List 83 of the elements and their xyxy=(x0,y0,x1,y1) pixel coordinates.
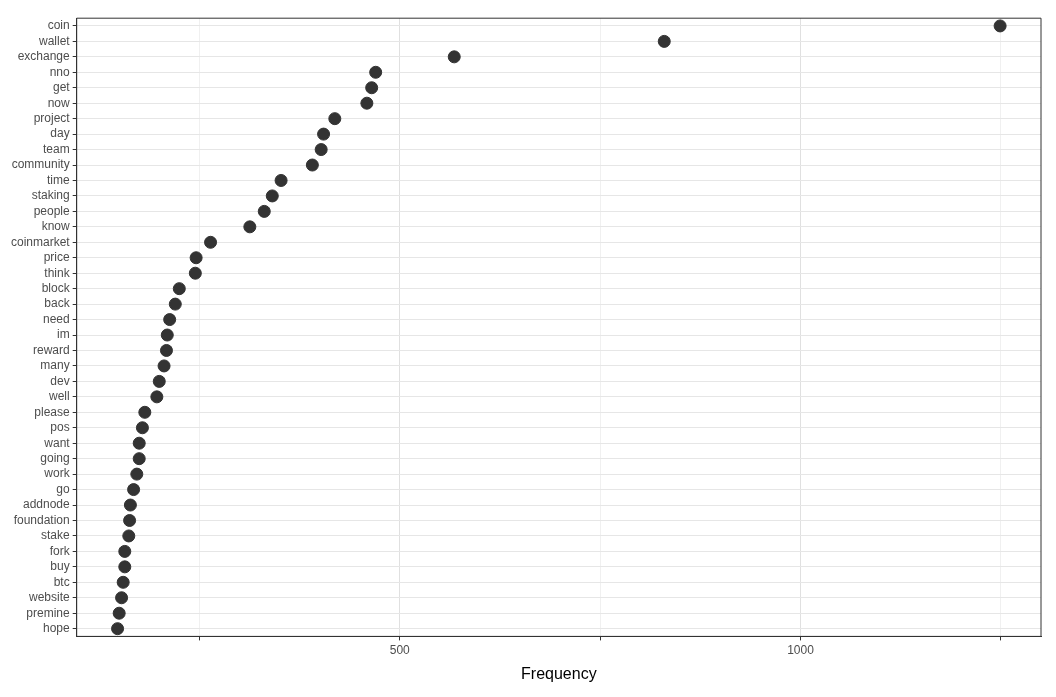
point xyxy=(189,251,203,265)
point xyxy=(168,297,182,311)
y-tick-label: price xyxy=(43,250,71,265)
y-tick-label: going xyxy=(40,450,70,465)
y-tick-label: block xyxy=(41,280,71,295)
point xyxy=(123,498,137,512)
y-tick-label: please xyxy=(34,404,70,419)
y-tick-label: get xyxy=(53,80,71,95)
y-tick-label: btc xyxy=(53,574,70,589)
point xyxy=(188,266,202,280)
y-tick-label: back xyxy=(44,296,71,311)
point xyxy=(152,374,166,388)
point xyxy=(204,235,218,249)
y-tick-label: well xyxy=(48,389,70,404)
point xyxy=(360,96,374,110)
y-tick-label: go xyxy=(56,481,70,496)
y-tick-label: website xyxy=(28,590,71,605)
y-tick-label: need xyxy=(42,311,70,326)
point xyxy=(127,483,141,497)
y-tick-label: community xyxy=(11,157,70,172)
point xyxy=(163,313,177,327)
y-tick-label: coinmarket xyxy=(11,234,71,249)
point xyxy=(135,421,149,435)
y-tick-label: pos xyxy=(50,420,70,435)
point xyxy=(314,143,328,157)
point xyxy=(111,622,125,636)
y-tick-label: premine xyxy=(26,605,71,620)
y-tick-label: people xyxy=(33,203,70,218)
y-tick-label: want xyxy=(43,435,71,450)
y-tick-label: fork xyxy=(49,543,71,558)
y-tick-label: buy xyxy=(50,559,70,574)
point xyxy=(130,467,144,481)
y-tick-label: time xyxy=(47,172,71,187)
y-tick-label: wallet xyxy=(38,33,71,48)
y-tick-label: reward xyxy=(33,342,70,357)
point xyxy=(657,34,671,48)
y-tick-label: stake xyxy=(41,528,71,543)
x-tick-label: 1000 xyxy=(787,642,815,657)
point xyxy=(172,282,186,296)
y-tick-label: dev xyxy=(50,373,70,388)
y-tick-label: project xyxy=(33,110,71,125)
point xyxy=(365,81,379,95)
point xyxy=(138,405,152,419)
point xyxy=(112,606,126,620)
y-tick-label: team xyxy=(43,141,70,156)
y-tick-label: exchange xyxy=(17,49,71,64)
point xyxy=(118,544,132,558)
point xyxy=(243,220,257,234)
y-tick-label: addnode xyxy=(22,497,71,512)
y-tick-label: know xyxy=(41,219,71,234)
point xyxy=(123,513,137,527)
point xyxy=(132,436,146,450)
point xyxy=(993,19,1007,33)
y-tick-label: work xyxy=(43,466,71,481)
point xyxy=(160,328,174,342)
point xyxy=(257,204,271,218)
y-tick-label: nno xyxy=(49,64,70,79)
x-axis-title: Frequency xyxy=(521,664,597,682)
y-tick-label: foundation xyxy=(13,512,70,527)
point xyxy=(317,127,331,141)
point xyxy=(265,189,279,203)
y-tick-label: think xyxy=(44,265,71,280)
point xyxy=(369,65,383,79)
point xyxy=(328,112,342,126)
y-tick-label: staking xyxy=(31,188,70,203)
x-tick-label: 500 xyxy=(389,642,411,657)
y-tick-label: hope xyxy=(42,620,71,635)
point xyxy=(447,50,461,64)
point xyxy=(157,359,171,373)
point xyxy=(116,575,130,589)
point xyxy=(150,390,164,404)
point xyxy=(118,560,132,574)
point xyxy=(132,452,146,466)
point xyxy=(122,529,136,543)
y-tick-label: im xyxy=(57,327,70,342)
y-tick-label: now xyxy=(47,95,71,110)
point xyxy=(159,343,173,357)
point xyxy=(305,158,319,172)
y-tick-label: many xyxy=(40,358,70,373)
point xyxy=(274,173,288,187)
y-tick-label: day xyxy=(50,126,70,141)
y-tick-label: coin xyxy=(47,18,70,33)
point xyxy=(115,591,129,605)
